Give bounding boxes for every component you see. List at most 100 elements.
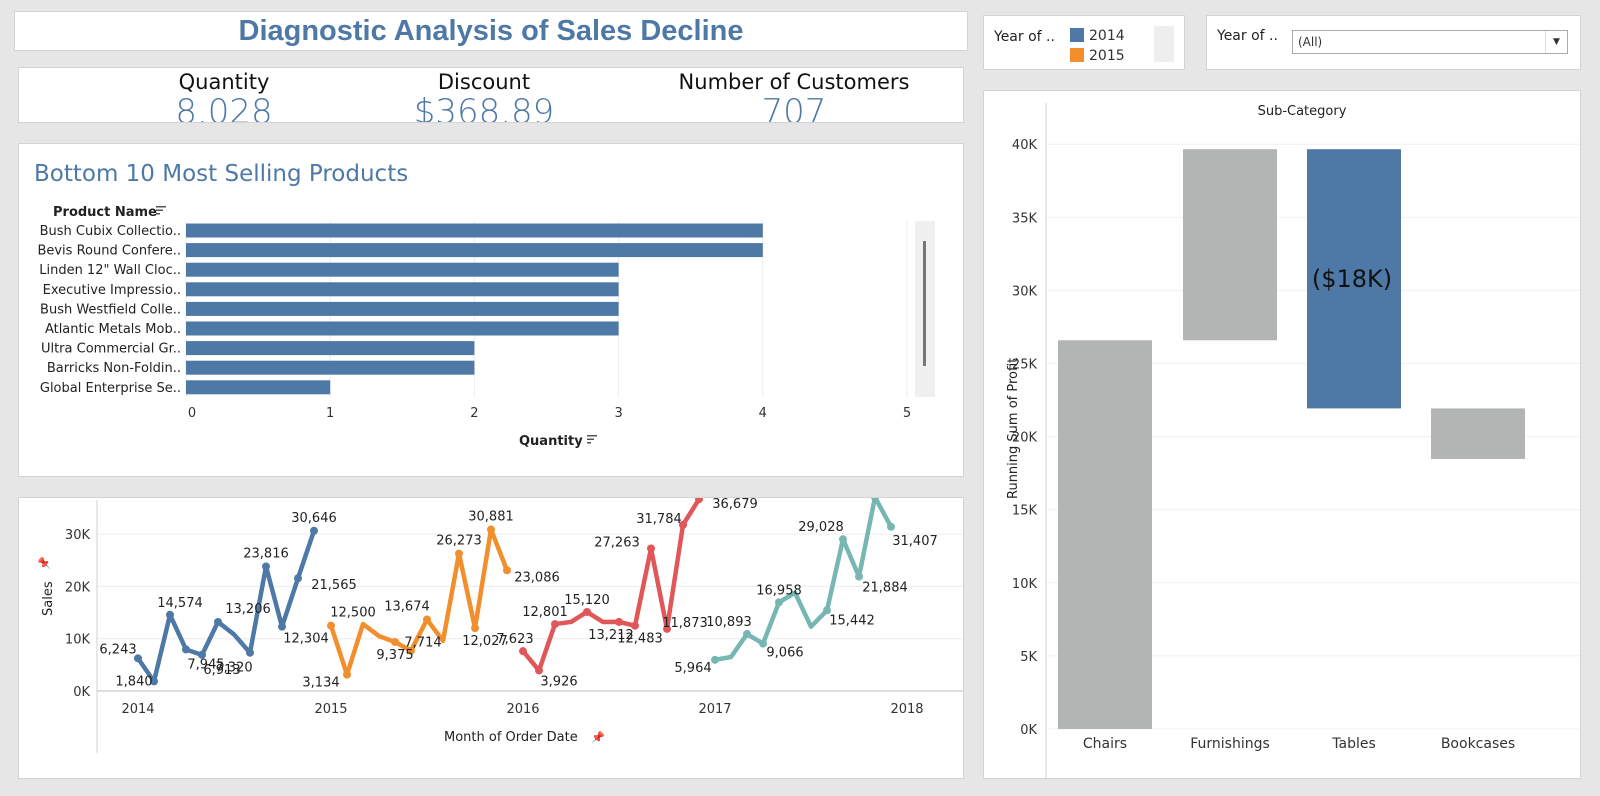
line-data-label: 9,375 — [376, 648, 413, 663]
bar-x-tick-label: 2 — [470, 406, 478, 421]
line-data-label: 1,840 — [115, 674, 152, 689]
line-point — [214, 617, 222, 626]
line-point — [759, 639, 767, 648]
waterfall-y-tick-label: 0K — [1020, 723, 1037, 738]
kpi-customers-label: Number of Customers — [678, 70, 910, 94]
year-legend-label: Year of .. — [994, 29, 1055, 45]
line-data-label: 5,964 — [674, 661, 711, 676]
line-data-label: 9,066 — [766, 646, 803, 661]
line-point — [695, 495, 703, 504]
waterfall-y-tick-label: 5K — [1020, 650, 1037, 665]
line-point — [407, 646, 415, 655]
waterfall-category-label: Chairs — [1083, 736, 1127, 752]
profit-waterfall-panel: Sub-Category 0K 5K 10K 15K 20K 25K 30K 35K 40K C… — [983, 90, 1581, 780]
line-point — [150, 677, 158, 686]
line-y-tick-labels: 0K 10K 20K 30K — [65, 528, 91, 700]
line-x-tick-label: 2016 — [506, 702, 539, 717]
year-legend-filter[interactable]: Year of .. 2014 2015 — [983, 15, 1185, 70]
line-data-label: 11,873 — [662, 616, 708, 631]
line-point — [246, 648, 254, 657]
waterfall-y-tick-labels: 0K 5K 10K 15K 20K 25K 30K 35K 40K — [1012, 138, 1038, 738]
bar-category-labels: Bush Cubix Collectio.. Bevis Round Confer… — [37, 224, 181, 396]
line-point — [198, 650, 206, 659]
line-data-label: 21,884 — [862, 581, 908, 596]
line-data-label: 27,263 — [594, 535, 640, 550]
line-point — [391, 637, 399, 646]
bar — [186, 380, 331, 395]
sort-icon[interactable] — [587, 435, 597, 444]
line-series-2017 — [712, 494, 894, 663]
line-data-label: 6,243 — [99, 642, 136, 657]
line-point — [839, 535, 847, 544]
bar-x-tick-label: 5 — [903, 406, 911, 421]
legend-item-2014[interactable]: 2014 — [1070, 28, 1125, 44]
bar-category-label: Bevis Round Confere.. — [37, 244, 181, 259]
waterfall-y-tick-label: 10K — [1012, 577, 1038, 592]
bar-scrollbar-thumb[interactable] — [923, 241, 926, 366]
waterfall-category-labels: Chairs Furnishings Tables Bookcases — [1083, 736, 1515, 752]
bar-x-tick-labels: 0 1 2 3 4 5 — [188, 406, 911, 421]
pin-icon[interactable]: 📌 — [37, 556, 51, 570]
line-data-label: 3,926 — [540, 674, 577, 689]
line-point — [503, 566, 511, 575]
bar — [186, 360, 475, 375]
line-data-label: 10,893 — [706, 615, 752, 630]
waterfall-y-tick-label: 15K — [1012, 504, 1038, 519]
line-data-label: 23,816 — [243, 546, 289, 561]
bar-x-axis-title: Quantity — [519, 434, 583, 449]
line-point — [855, 572, 863, 581]
pin-icon[interactable]: 📌 — [591, 730, 605, 744]
bar-chart-title: Bottom 10 Most Selling Products — [34, 161, 408, 187]
line-y-tick-label: 10K — [65, 633, 91, 648]
line-point — [343, 670, 351, 679]
line-point — [743, 630, 751, 639]
kpi-quantity: Quantity 8,028 — [99, 68, 349, 123]
bar — [186, 341, 475, 356]
line-data-label: 26,273 — [436, 534, 482, 549]
year-dropdown[interactable]: (All) ▼ — [1292, 30, 1568, 54]
line-point — [262, 562, 270, 571]
year-dropdown-value: (All) — [1298, 35, 1323, 49]
line-y-tick-label: 30K — [65, 528, 91, 543]
kpi-quantity-label: Quantity — [178, 70, 270, 94]
line-point — [487, 525, 495, 534]
bar-category-label: Ultra Commercial Gr.. — [41, 342, 181, 357]
line-point — [278, 622, 286, 631]
line-point — [711, 655, 719, 664]
line-data-label: 30,881 — [468, 510, 514, 525]
legend-scrollbar[interactable] — [1154, 26, 1174, 62]
line-point — [551, 620, 559, 629]
line-data-label: 31,407 — [892, 534, 938, 549]
bar-marks — [186, 223, 763, 395]
line-point — [310, 526, 318, 535]
line-data-label: 12,027 — [462, 634, 508, 649]
waterfall-y-tick-label: 35K — [1012, 211, 1038, 226]
line-point — [519, 647, 527, 656]
bar-category-label: Barricks Non-Foldin.. — [47, 361, 181, 376]
bar-x-tick-label: 4 — [759, 406, 767, 421]
line-data-label: 13,206 — [225, 602, 271, 617]
line-data-label: 12,483 — [617, 632, 663, 647]
bar-category-label: Bush Westfield Colle.. — [40, 302, 181, 317]
kpi-customers-value: 707 — [761, 92, 827, 123]
line-gridlines — [96, 500, 963, 753]
line-point — [294, 574, 302, 583]
waterfall-y-axis-title: Running Sum of Profit — [1006, 358, 1021, 499]
line-data-label: 36,679 — [712, 498, 758, 512]
line-point — [663, 624, 671, 633]
chevron-down-icon[interactable]: ▼ — [1545, 31, 1567, 53]
bar-category-label: Atlantic Metals Mob.. — [45, 322, 181, 337]
bar — [186, 262, 619, 277]
bar-category-label: Executive Impressio.. — [43, 283, 181, 298]
line-point — [823, 606, 831, 615]
bar-category-label: Bush Cubix Collectio.. — [40, 224, 181, 239]
line-point — [647, 544, 655, 553]
legend-item-2015[interactable]: 2015 — [1070, 48, 1125, 64]
sort-icon[interactable] — [156, 206, 166, 215]
line-data-label: 7,714 — [404, 636, 441, 651]
waterfall-y-tick-label: 30K — [1012, 284, 1038, 299]
kpi-quantity-value: 8,028 — [175, 92, 273, 123]
dashboard-title: Diagnostic Analysis of Sales Decline — [238, 15, 744, 47]
line-point — [535, 666, 543, 675]
